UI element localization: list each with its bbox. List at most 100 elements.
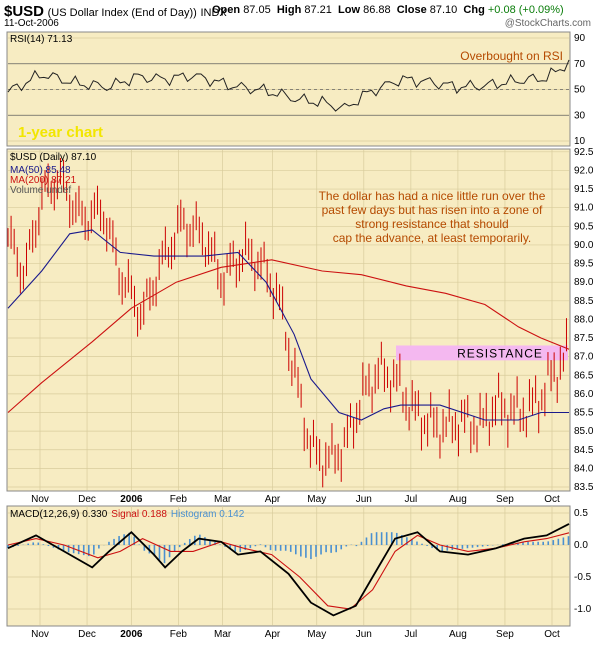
- macd-histogram-bar: [537, 541, 539, 545]
- macd-histogram-bar: [390, 532, 393, 545]
- price-tick-label: 88.0: [574, 314, 594, 325]
- macd-histogram-bar: [320, 545, 322, 555]
- price-tick-label: 91.0: [574, 203, 594, 214]
- close-label: Close: [396, 4, 427, 16]
- comment-line-3: strong resistance that should: [355, 217, 508, 231]
- macd-histogram-bar: [547, 541, 550, 545]
- macd-histogram-bar: [335, 545, 337, 553]
- exchange: INDX: [200, 7, 227, 19]
- price-title: $USD (Daily) 87.10: [10, 152, 97, 163]
- macd-histogram-bar: [456, 545, 459, 550]
- x-tick-label-bottom: Oct: [544, 629, 560, 640]
- macd-histogram-bar: [360, 541, 363, 545]
- x-tick-label-bottom: Dec: [78, 629, 96, 640]
- x-tick-label-bottom: Nov: [31, 629, 49, 640]
- symbol: $USD: [4, 3, 45, 20]
- comment-line-4: cap the advance, at least temporarily.: [333, 231, 532, 245]
- overbought-note: Overbought on RSI: [460, 49, 563, 63]
- price-tick-label: 87.0: [574, 352, 594, 363]
- macd-histogram-bar: [466, 545, 469, 549]
- x-tick-label-bottom: Aug: [449, 629, 467, 640]
- macd-histogram-bar: [330, 545, 332, 553]
- x-tick-label-top: Feb: [170, 494, 188, 505]
- macd-histogram-bar: [532, 541, 534, 545]
- macd-histogram-bar: [476, 545, 479, 548]
- macd-histogram-bar: [542, 541, 544, 545]
- macd-histogram-bar: [385, 532, 388, 545]
- macd-histogram-bar: [158, 545, 161, 560]
- macd-signal-label: Signal 0.188: [111, 509, 167, 520]
- open-value: 87.05: [243, 4, 271, 16]
- price-tick-label: 92.0: [574, 165, 594, 176]
- macd-histogram-bar: [163, 545, 166, 564]
- macd-histogram-bar: [567, 536, 570, 545]
- macd-line: [7, 523, 570, 617]
- price-tick-label: 88.5: [574, 296, 594, 307]
- macd-histogram-bar: [118, 536, 120, 545]
- macd-histogram-bar: [421, 543, 423, 545]
- macd-hist-label: Histogram 0.142: [171, 509, 245, 520]
- macd-histogram-bar: [234, 545, 237, 552]
- macd-tick-label: -1.0: [574, 604, 592, 615]
- macd-histogram-bar: [431, 545, 433, 549]
- ma200-line: [7, 259, 570, 413]
- chart-header: $USD (US Dollar Index (End of Day)) INDX…: [0, 0, 599, 30]
- rsi-tick-label: 50: [574, 85, 586, 96]
- price-tick-label: 89.0: [574, 277, 594, 288]
- macd-histogram-bar: [471, 545, 474, 548]
- macd-histogram-bar: [82, 545, 85, 556]
- macd-histogram-bar: [183, 542, 186, 545]
- macd-histogram-bar: [502, 544, 504, 545]
- rsi-tick-label: 30: [574, 110, 586, 121]
- macd-histogram-bar: [481, 545, 484, 547]
- macd-histogram-bar: [249, 545, 252, 549]
- macd-title: MACD(12,26,9) 0.330 Signal 0.188 Histogram…: [10, 509, 245, 520]
- macd-histogram-bar: [67, 545, 70, 553]
- macd-histogram-bar: [153, 545, 156, 557]
- one-year-label: 1-year chart: [18, 124, 103, 141]
- macd-histogram-bar: [274, 545, 277, 551]
- macd-histogram-bar: [264, 545, 267, 548]
- x-tick-label-bottom: 2006: [120, 629, 143, 640]
- resistance-band: [396, 345, 568, 361]
- macd-histogram-bar: [27, 543, 29, 545]
- macd-panel: [6, 505, 571, 627]
- macd-histogram-bar: [284, 545, 287, 551]
- x-tick-label-top: Sep: [496, 494, 514, 505]
- price-tick-label: 85.5: [574, 408, 594, 419]
- macd-histogram-bar: [345, 545, 348, 547]
- macd-histogram-bar: [173, 545, 176, 552]
- macd-histogram-bar: [259, 544, 262, 545]
- macd-tick-label: -0.5: [574, 572, 592, 583]
- macd-histogram-bar: [300, 545, 302, 557]
- x-tick-label-top: 2006: [120, 494, 143, 505]
- macd-histogram-bar: [380, 532, 383, 545]
- x-tick-label-top: Mar: [214, 494, 232, 505]
- x-tick-label-bottom: Sep: [496, 629, 514, 640]
- macd-histogram-bar: [224, 545, 226, 547]
- x-tick-label-bottom: Jun: [356, 629, 372, 640]
- macd-histogram-bar: [486, 545, 489, 546]
- macd-histogram-bar: [279, 545, 282, 551]
- macd-histogram-bar: [325, 545, 327, 553]
- macd-tick-label: 0.0: [574, 540, 588, 551]
- price-tick-label: 90.5: [574, 221, 594, 232]
- macd-histogram-bar: [199, 534, 201, 545]
- low-value: 86.88: [363, 4, 391, 16]
- price-tick-label: 86.0: [574, 389, 594, 400]
- rsi-title: RSI(14) 71.13: [10, 34, 73, 45]
- x-tick-label-top: Aug: [449, 494, 467, 505]
- macd-histogram-bar: [87, 545, 90, 557]
- comment-line-1: The dollar has had a nice little run ove…: [319, 189, 546, 203]
- macd-title-prefix: MACD(12,26,9) 0.330: [10, 509, 108, 520]
- macd-histogram-bar: [113, 538, 115, 545]
- macd-histogram-bar: [355, 545, 358, 547]
- rsi-tick-label: 70: [574, 59, 586, 70]
- macd-histogram-bar: [7, 545, 9, 549]
- price-tick-label: 84.5: [574, 445, 594, 456]
- macd-histogram-bar: [204, 537, 206, 545]
- macd-histogram-bar: [47, 545, 50, 547]
- macd-histogram-bar: [178, 545, 181, 548]
- macd-histogram-bar: [17, 545, 19, 546]
